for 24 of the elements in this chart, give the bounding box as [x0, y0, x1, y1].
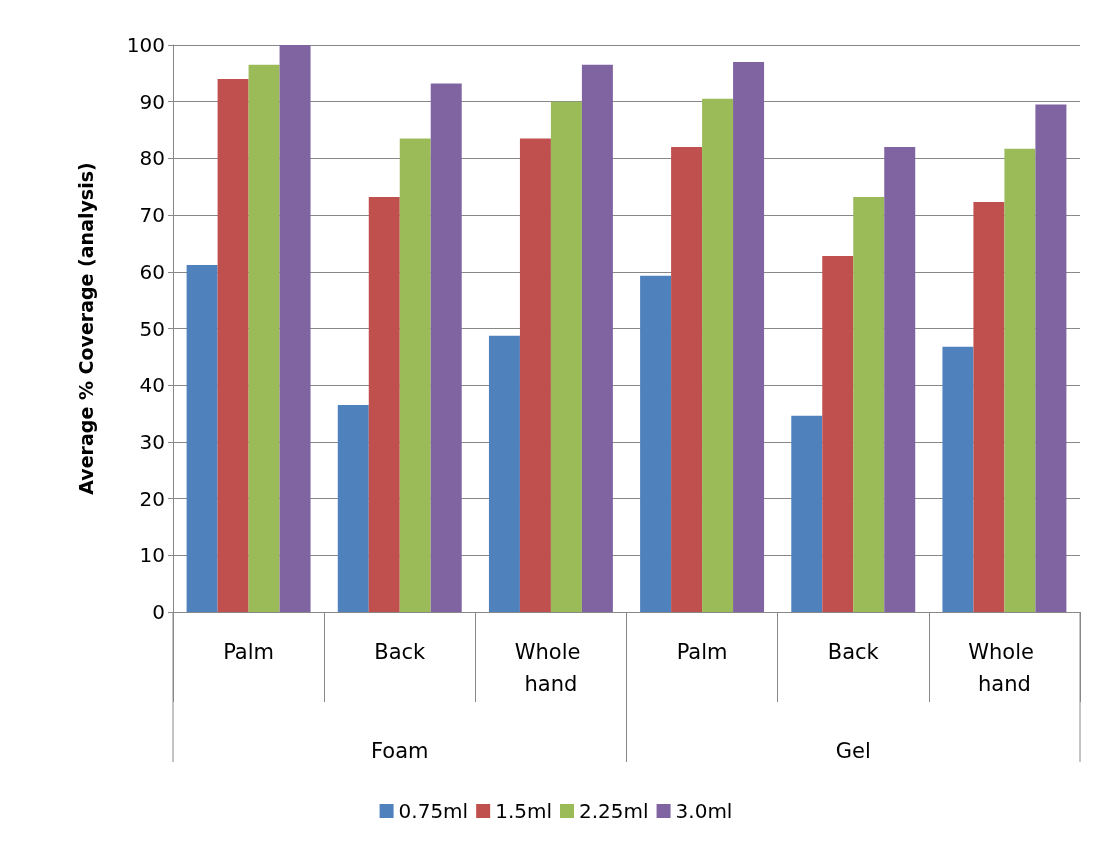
y-tick-label: 30	[139, 429, 165, 454]
y-tick-label: 70	[139, 203, 165, 228]
x-tick-label: Palm	[676, 640, 728, 664]
x-tick-label: Palm	[223, 640, 275, 664]
text: Gel	[835, 738, 871, 763]
y-tick-label: 0	[152, 600, 165, 624]
y-tick-label: 40	[139, 373, 165, 398]
y-axis-title: Average % Coverage (analysis)	[74, 162, 97, 495]
y-tick-label: 50	[139, 316, 165, 341]
legend-label: 2.25ml	[579, 799, 649, 823]
y-tick-label: 10	[139, 543, 165, 568]
legend-label: 3.0ml	[675, 799, 733, 823]
text: Foam	[370, 738, 429, 763]
x-tick-label: Back	[827, 640, 880, 664]
y-tick-label: 60	[139, 259, 165, 284]
x-tick-label: Back	[374, 640, 427, 664]
x-tick-label: Whole hand	[968, 640, 1041, 696]
y-tick-label: 80	[139, 146, 165, 171]
y-tick-label: 20	[139, 486, 165, 511]
y-tick-label: 100	[126, 33, 165, 57]
y-tick-label: 90	[139, 89, 165, 114]
legend-label: 0.75ml	[398, 799, 469, 823]
x-tick-label: Whole hand	[514, 640, 588, 696]
legend-label: 1.5ml	[495, 799, 553, 823]
